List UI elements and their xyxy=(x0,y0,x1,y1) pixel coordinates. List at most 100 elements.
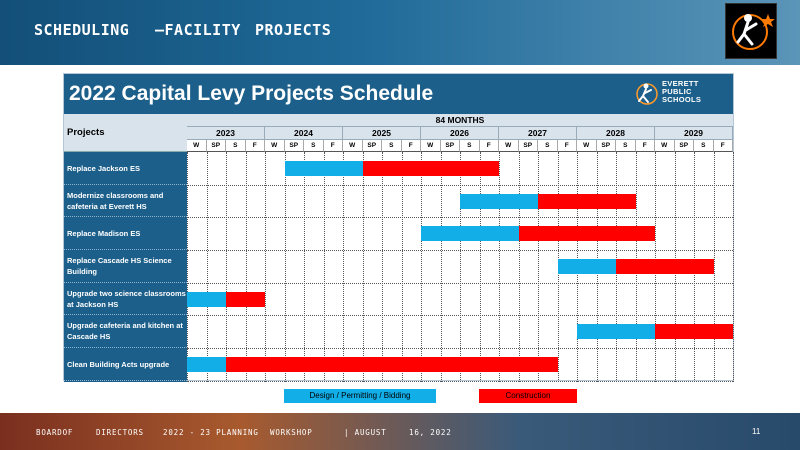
nav-projects[interactable]: PROJECTS xyxy=(255,21,332,39)
season-header: S xyxy=(460,140,480,152)
season-header: S xyxy=(538,140,558,152)
footer-date: 16, 2022 xyxy=(409,428,452,437)
project-row-label: Replace Jackson ES xyxy=(64,152,187,185)
grid-line xyxy=(187,348,733,349)
footer-planning: 2022 - 23 PLANNING xyxy=(163,428,259,437)
project-row-label: Upgrade two science classrooms at Jackso… xyxy=(64,283,187,315)
grid-line xyxy=(304,152,305,382)
construction-bar xyxy=(538,193,636,209)
season-header: SP xyxy=(362,140,382,152)
footer-directors: DIRECTORS xyxy=(96,428,144,437)
grid-line xyxy=(518,152,520,382)
nav-facility[interactable]: –FACILITY xyxy=(155,21,241,39)
grid-line xyxy=(343,152,344,382)
project-row-label: Replace Cascade HS Science Building xyxy=(64,250,187,283)
grid-line xyxy=(382,152,383,382)
project-row-label: Clean Building Acts upgrade xyxy=(64,348,187,381)
grid-line xyxy=(499,152,500,382)
grid-line xyxy=(187,217,733,218)
design-bar xyxy=(284,161,363,176)
season-header: SP xyxy=(206,140,226,152)
legend-construction: Construction xyxy=(479,389,577,403)
logo-line-2: PUBLIC xyxy=(662,87,692,96)
projects-column: Projects Replace Jackson ES Modernize cla… xyxy=(64,114,187,382)
grid-line xyxy=(245,152,247,382)
season-header: F xyxy=(323,140,343,152)
header-bar: SCHEDULING –FACILITY PROJECTS xyxy=(0,0,800,65)
grid-line xyxy=(460,152,461,382)
grid-line xyxy=(713,152,715,382)
panel-header: 2022 Capital Levy Projects Schedule EVER… xyxy=(64,74,733,114)
season-header: F xyxy=(401,140,421,152)
grid-line xyxy=(206,152,208,382)
design-bar xyxy=(577,324,655,339)
grid-line xyxy=(538,152,539,382)
grid-line xyxy=(187,381,733,382)
season-header: S xyxy=(226,140,246,152)
months-header: 84 MONTHS xyxy=(187,114,733,127)
page-title: 2022 Capital Levy Projects Schedule xyxy=(69,82,434,105)
grid-line xyxy=(401,152,403,382)
design-bar xyxy=(557,259,616,274)
project-row-label: Upgrade cafeteria and kitchen at Cascade… xyxy=(64,315,187,348)
grid-line xyxy=(187,185,733,186)
construction-bar xyxy=(655,324,733,339)
season-header: F xyxy=(557,140,577,152)
grid-line xyxy=(265,152,266,382)
season-header: S xyxy=(304,140,324,152)
season-header: S xyxy=(694,140,714,152)
season-header: F xyxy=(635,140,655,152)
logo-line-3: SCHOOLS xyxy=(662,95,702,104)
season-header: W xyxy=(265,140,285,152)
season-header: F xyxy=(245,140,265,152)
grid-line xyxy=(187,250,733,251)
construction-bar xyxy=(226,291,265,307)
season-header: W xyxy=(421,140,441,152)
grid-line xyxy=(421,152,422,382)
season-header: W xyxy=(187,140,207,152)
construction-bar xyxy=(362,161,499,176)
season-header: SP xyxy=(284,140,304,152)
year-header: 2023 xyxy=(187,127,265,140)
grid-line xyxy=(187,315,733,316)
project-row-label: Replace Madison ES xyxy=(64,217,187,250)
year-header: 2029 xyxy=(655,127,733,140)
nav-scheduling[interactable]: SCHEDULING xyxy=(34,21,130,39)
season-header: W xyxy=(343,140,363,152)
legend-design: Design / Permitting / Bidding xyxy=(284,389,436,403)
projects-header-label: Projects xyxy=(67,127,105,138)
season-header: F xyxy=(713,140,733,152)
season-header: S xyxy=(382,140,402,152)
logo-line-1: EVERETT xyxy=(662,79,699,88)
grid-line xyxy=(362,152,364,382)
grid-line xyxy=(440,152,442,382)
footer-bar: BOARDOF DIRECTORS 2022 - 23 PLANNING WOR… xyxy=(0,413,800,450)
construction-bar xyxy=(226,357,558,372)
design-bar xyxy=(421,226,519,241)
everett-public-schools-logo: EVERETT PUBLIC SCHOOLS xyxy=(634,79,726,109)
grid-line xyxy=(284,152,286,382)
design-bar xyxy=(187,291,226,307)
grid-line xyxy=(323,152,325,382)
schedule-panel: 2022 Capital Levy Projects Schedule EVER… xyxy=(63,73,734,382)
grid-line xyxy=(187,283,733,284)
season-header: SP xyxy=(596,140,616,152)
footer-board: BOARDOF xyxy=(36,428,74,437)
gantt-chart: Projects Replace Jackson ES Modernize cla… xyxy=(64,114,734,382)
year-header: 2028 xyxy=(577,127,655,140)
year-header: 2025 xyxy=(343,127,421,140)
season-header: W xyxy=(499,140,519,152)
season-header: SP xyxy=(440,140,460,152)
design-bar xyxy=(187,357,226,372)
design-bar xyxy=(460,193,538,209)
season-header: F xyxy=(479,140,499,152)
season-header: W xyxy=(577,140,597,152)
season-header: S xyxy=(616,140,636,152)
year-header: 2026 xyxy=(421,127,499,140)
construction-bar xyxy=(616,259,714,274)
year-header: 2024 xyxy=(265,127,343,140)
school-logo-icon xyxy=(636,83,658,105)
season-header: SP xyxy=(518,140,538,152)
page-number: 11 xyxy=(752,427,761,436)
footer-workshop: WORKSHOP xyxy=(270,428,313,437)
